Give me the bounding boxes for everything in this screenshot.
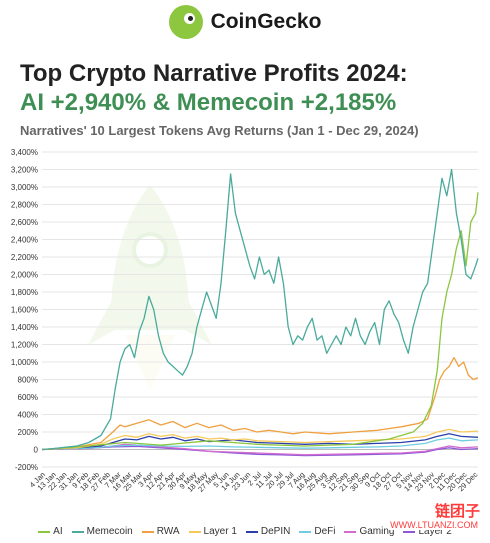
series-line-layer-1 (41, 428, 479, 451)
series-line-gaming (41, 443, 479, 456)
series-line-ai (41, 192, 479, 451)
legend-item: DeFi (299, 526, 335, 537)
y-tick-label: 2,000% (11, 271, 38, 280)
y-tick-label: 2,200% (11, 253, 38, 262)
y-tick-label: 1,600% (11, 306, 38, 315)
legend-item: Layer 1 (188, 526, 237, 537)
line-chart: -200% 0 200% 400% 600% 800% 1,000% 1,200% 1,400%… (11, 148, 480, 494)
watermark-url: WWW.LTUANZI.COM (388, 520, 480, 530)
legend-label: Layer 2 (418, 526, 452, 537)
y-tick-label: 1,400% (11, 323, 38, 332)
y-tick-label: 3,400% (11, 148, 38, 157)
legend-label: RWA (156, 526, 180, 537)
y-tick-label: 200% (18, 428, 38, 437)
legend-item: RWA (141, 526, 180, 537)
legend-label: DePIN (260, 526, 291, 537)
brand-header: CoinGecko (0, 2, 490, 42)
y-tick-label: 1,000% (11, 358, 38, 367)
legend-swatch (188, 530, 201, 533)
chart-subtitle: Narratives' 10 Largest Tokens Avg Return… (20, 123, 419, 138)
legend-swatch (245, 530, 258, 533)
legend-swatch (299, 530, 312, 533)
legend-label: AI (53, 526, 63, 537)
legend-item: Gaming (344, 526, 394, 537)
legend-item: Memecoin (71, 526, 133, 537)
chart-legend: AI Memecoin RWA Layer 1 DePIN DeFi Gaming Layer… (0, 526, 490, 537)
gecko-logo-icon (168, 5, 203, 39)
series-line-defi (41, 437, 479, 451)
legend-swatch (344, 530, 357, 533)
series-line-rwa (41, 356, 479, 451)
legend-label: Gaming (359, 526, 395, 537)
series-line-memecoin (41, 168, 479, 451)
chart-title-highlight: AI +2,940% & Memecoin +2,185% (20, 89, 397, 116)
y-tick-label: 0 (34, 446, 39, 455)
y-tick-label: -200% (15, 463, 38, 472)
y-tick-label: 3,200% (11, 166, 38, 175)
legend-swatch (141, 530, 154, 533)
legend-item: AI (38, 526, 63, 537)
legend-swatch (71, 530, 84, 533)
watermark-logo: 链团子 (434, 503, 480, 520)
legend-label: Layer 1 (203, 526, 237, 537)
y-tick-label: 2,600% (11, 218, 38, 227)
y-tick-label: 2,800% (11, 201, 38, 210)
y-tick-label: 600% (18, 393, 38, 402)
legend-item: Layer 2 (403, 526, 452, 537)
chart-title: Top Crypto Narrative Profits 2024: (20, 60, 408, 87)
y-tick-label: 1,800% (11, 288, 38, 297)
legend-label: Memecoin (86, 526, 133, 537)
y-tick-label: 800% (18, 376, 38, 385)
y-tick-label: 3,000% (11, 183, 38, 192)
rocket-watermark-icon (88, 185, 212, 390)
legend-swatch (38, 530, 51, 533)
y-tick-label: 2,400% (11, 236, 38, 245)
legend-label: DeFi (314, 526, 336, 537)
legend-swatch (403, 530, 416, 533)
y-tick-label: 400% (18, 411, 38, 420)
series-line-layer-2 (41, 445, 479, 457)
legend-item: DePIN (245, 526, 291, 537)
y-tick-label: 1,200% (11, 341, 38, 350)
brand-name: CoinGecko (210, 10, 322, 33)
